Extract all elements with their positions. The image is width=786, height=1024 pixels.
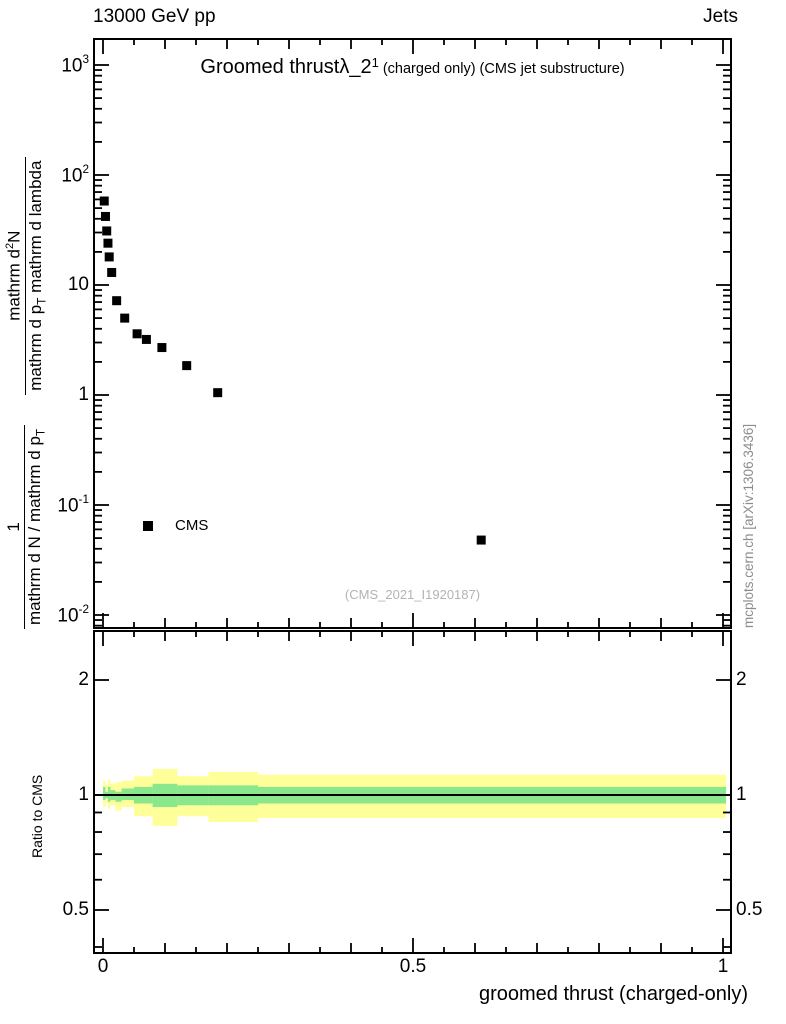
ratio-y-tick-label-right: 1	[736, 784, 747, 805]
watermark: (CMS_2021_I1920187)	[344, 587, 481, 602]
ratio-y-tick-label-left: 2	[78, 669, 89, 690]
x-tick-label: 1	[717, 956, 729, 977]
ylabel-fraction-1: 1 mathrm d N / mathrm d pT	[4, 424, 48, 629]
main-y-tick-label: 10-1	[57, 492, 89, 517]
main-y-tick-label: 102	[61, 162, 89, 187]
x-tick-label: 0	[97, 956, 109, 977]
legend-marker-square	[143, 520, 153, 531]
main-y-tick-label: 1	[78, 384, 89, 405]
plot-title-superscript: 1	[371, 55, 379, 71]
beam-info: 13000 GeV pp	[93, 6, 216, 27]
plot-title-lambda: λ_2	[339, 56, 372, 78]
main-y-tick-label: 10	[67, 274, 89, 295]
plot-title-suffix: (charged only) (CMS jet substructure)	[382, 61, 625, 77]
plot-title: Groomed thrustλ_21 (charged only) (CMS je…	[95, 55, 730, 79]
ratio-y-tick-label-left: 0.5	[62, 898, 89, 920]
main-plot-canvas	[95, 40, 730, 627]
x-tick-label: 0.5	[399, 956, 427, 977]
legend: CMS	[143, 517, 208, 534]
legend-label: CMS	[175, 517, 209, 534]
main-y-tick-label: 103	[61, 52, 89, 77]
main-plot-frame: Groomed thrustλ_21 (charged only) (CMS je…	[93, 38, 732, 629]
ratio-y-tick-label-right: 0.5	[736, 898, 763, 920]
ratio-y-tick-label-right: 2	[736, 669, 747, 690]
main-y-tick-label: 10-2	[57, 602, 89, 627]
ratio-y-tick-label-left: 1	[78, 784, 89, 805]
x-axis-label: groomed thrust (charged-only)	[478, 983, 748, 1005]
ratio-plot-frame	[93, 630, 732, 954]
plot-title-main: Groomed thrust	[200, 56, 340, 78]
plot-header: 13000 GeV pp Jets	[93, 6, 738, 28]
ratio-plot-canvas	[95, 632, 730, 952]
analysis-group: Jets	[703, 6, 738, 27]
mcplots-credit: mcplots.cern.ch [arXiv:1306.3436]	[741, 423, 756, 628]
